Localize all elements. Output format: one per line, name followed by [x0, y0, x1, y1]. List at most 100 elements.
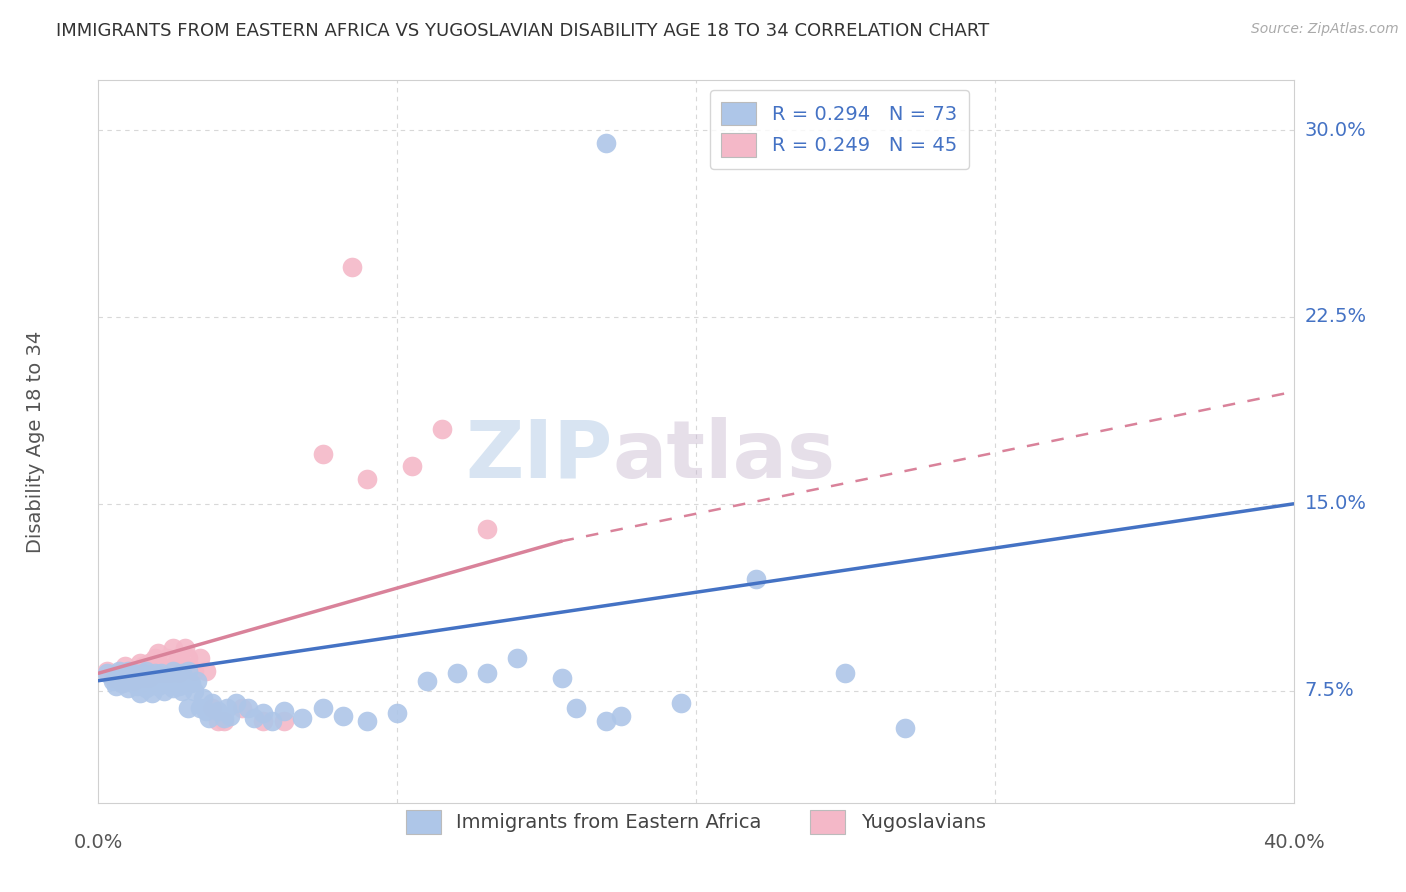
Point: [191, 691, 214, 706]
Point: [135, 664, 157, 678]
Point: [225, 696, 247, 710]
Point: [150, 666, 173, 681]
Point: [138, 671, 160, 685]
Point: [273, 714, 295, 728]
Point: [177, 651, 200, 665]
Point: [177, 664, 200, 678]
Point: [212, 714, 235, 728]
Point: [311, 701, 333, 715]
Text: 15.0%: 15.0%: [1305, 494, 1367, 513]
Point: [894, 721, 917, 735]
Point: [342, 260, 364, 274]
Point: [138, 671, 160, 685]
Point: [96, 664, 118, 678]
Point: [120, 664, 142, 678]
Point: [103, 671, 125, 685]
Point: [124, 666, 146, 681]
Point: [252, 706, 274, 720]
Point: [156, 669, 179, 683]
Point: [356, 714, 378, 728]
Point: [135, 664, 157, 678]
Point: [167, 666, 190, 681]
Point: [201, 696, 224, 710]
Point: [127, 679, 149, 693]
Point: [595, 714, 617, 728]
Point: [129, 669, 152, 683]
Point: [135, 681, 157, 696]
Point: [117, 664, 139, 678]
Point: [111, 676, 134, 690]
Point: [416, 673, 439, 688]
Point: [475, 522, 498, 536]
Point: [167, 679, 190, 693]
Point: [356, 472, 378, 486]
Point: [138, 657, 160, 671]
Point: [150, 658, 173, 673]
Point: [252, 714, 274, 728]
Point: [332, 708, 354, 723]
Point: [385, 706, 409, 720]
Point: [188, 701, 211, 715]
Point: [177, 701, 200, 715]
Point: [111, 676, 134, 690]
Point: [132, 676, 155, 690]
Text: 40.0%: 40.0%: [1263, 833, 1324, 853]
Text: 30.0%: 30.0%: [1305, 120, 1367, 140]
Point: [243, 711, 266, 725]
Point: [506, 651, 529, 665]
Point: [186, 673, 208, 688]
Point: [141, 673, 163, 688]
Text: ZIP: ZIP: [465, 417, 613, 495]
Point: [207, 714, 229, 728]
Point: [550, 671, 572, 685]
Point: [124, 673, 146, 688]
Point: [148, 666, 170, 681]
Text: atlas: atlas: [613, 417, 835, 495]
Point: [105, 679, 128, 693]
Point: [132, 666, 155, 681]
Point: [172, 657, 194, 671]
Point: [198, 711, 221, 725]
Point: [159, 673, 181, 688]
Text: 22.5%: 22.5%: [1305, 308, 1367, 326]
Point: [132, 658, 155, 673]
Point: [153, 666, 176, 681]
Point: [212, 711, 235, 725]
Point: [127, 664, 149, 678]
Point: [114, 669, 136, 683]
Point: [183, 664, 205, 678]
Point: [159, 666, 181, 681]
Point: [610, 708, 633, 723]
Point: [148, 671, 170, 685]
Point: [231, 701, 253, 715]
Point: [183, 683, 205, 698]
Text: Source: ZipAtlas.com: Source: ZipAtlas.com: [1251, 22, 1399, 37]
Point: [103, 673, 125, 688]
Point: [172, 683, 194, 698]
Point: [153, 676, 176, 690]
Text: Disability Age 18 to 34: Disability Age 18 to 34: [27, 330, 45, 553]
Point: [172, 666, 194, 681]
Point: [148, 646, 170, 660]
Point: [141, 686, 163, 700]
Point: [195, 704, 218, 718]
Point: [215, 701, 238, 715]
Point: [120, 673, 142, 688]
Point: [153, 683, 176, 698]
Point: [595, 136, 617, 150]
Text: 7.5%: 7.5%: [1305, 681, 1354, 700]
Text: 0.0%: 0.0%: [73, 833, 124, 853]
Point: [430, 422, 453, 436]
Point: [565, 701, 588, 715]
Point: [273, 704, 295, 718]
Point: [236, 701, 259, 715]
Point: [207, 704, 229, 718]
Point: [446, 666, 468, 681]
Point: [108, 664, 131, 678]
Point: [165, 671, 187, 685]
Point: [141, 664, 163, 678]
Point: [311, 447, 333, 461]
Point: [129, 657, 152, 671]
Point: [132, 671, 155, 685]
Point: [96, 666, 118, 681]
